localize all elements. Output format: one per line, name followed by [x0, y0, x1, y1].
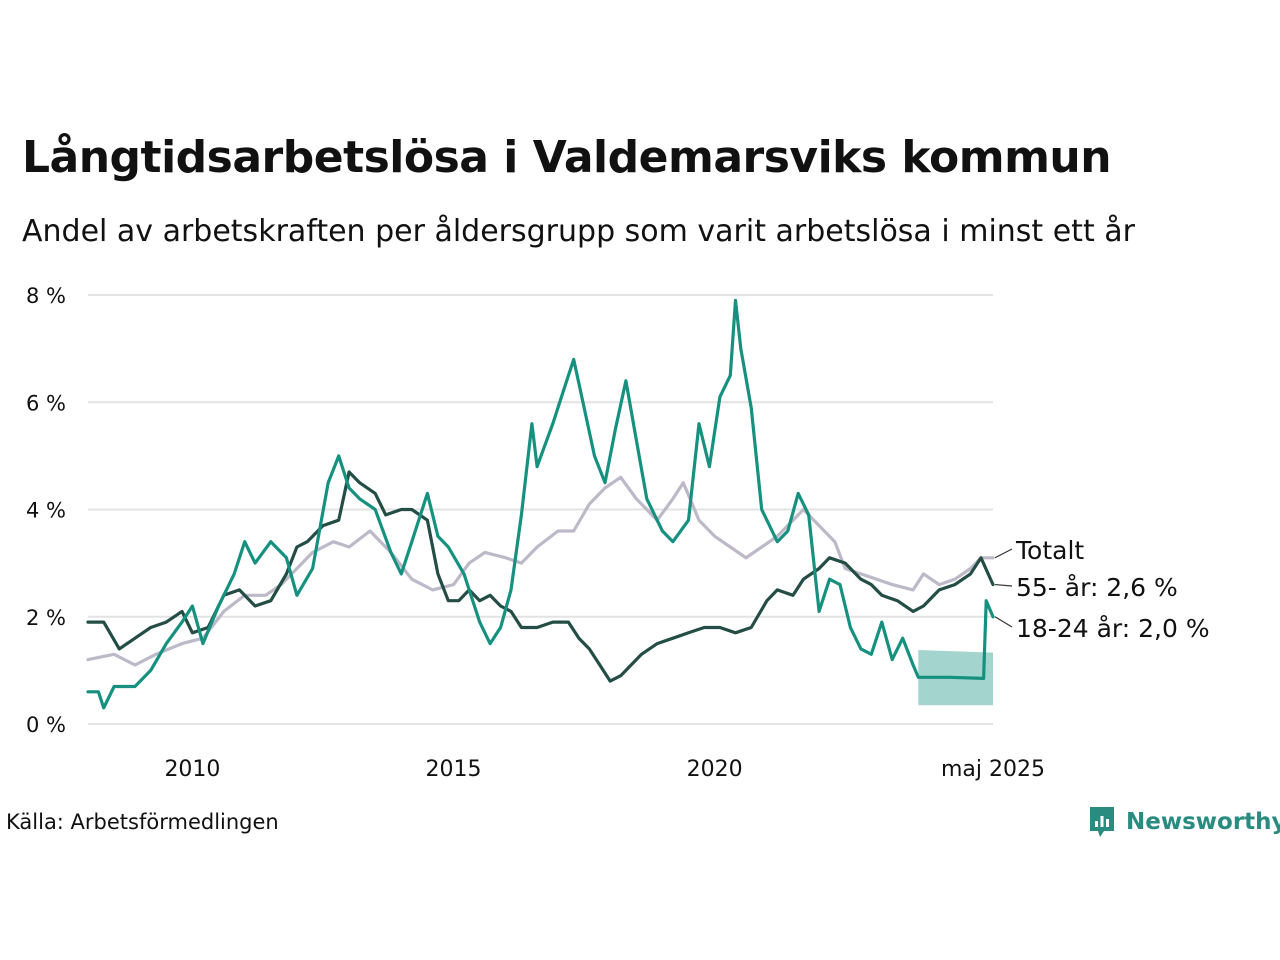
end-label-age1824: 18-24 år: 2,0 % — [1016, 614, 1210, 643]
end-label-age55: 55- år: 2,6 % — [1016, 573, 1178, 602]
leader-line — [994, 616, 1013, 628]
newsworthy-logo-icon — [1090, 807, 1114, 837]
leader-line — [994, 548, 1013, 559]
series-end-labels: Totalt 55- år: 2,6 % 18-24 år: 2,0 % — [994, 536, 1210, 643]
x-tick-label: 2010 — [164, 757, 220, 782]
x-tick-label: 2015 — [426, 757, 482, 782]
x-tick-label: maj 2025 — [941, 757, 1045, 782]
source-note: Källa: Arbetsförmedlingen — [6, 810, 279, 834]
x-axis-ticks: 2010 2015 2020 maj 2025 — [164, 757, 1045, 782]
series-line-totalt — [86, 475, 995, 667]
y-tick-label: 0 % — [26, 713, 66, 737]
y-tick-label: 8 % — [26, 284, 66, 308]
y-tick-label: 2 % — [26, 606, 66, 630]
leader-line — [994, 583, 1013, 587]
series-line-age1824 — [86, 298, 995, 710]
y-tick-label: 6 % — [26, 391, 66, 415]
series-lines — [86, 298, 995, 710]
chart-subtitle: Andel av arbetskraften per åldersgrupp s… — [22, 214, 1135, 249]
y-tick-label: 4 % — [26, 499, 66, 523]
end-label-totalt: Totalt — [1015, 536, 1084, 565]
grid-lines — [88, 294, 993, 725]
chart-title: Långtidsarbetslösa i Valdemarsviks kommu… — [22, 132, 1112, 183]
brand[interactable]: Newsworthy — [1088, 804, 1280, 840]
y-axis-ticks: 0 % 2 % 4 % 6 % 8 % — [26, 284, 66, 737]
x-tick-label: 2020 — [687, 757, 743, 782]
series-line-age55 — [86, 470, 995, 683]
brand-name: Newsworthy — [1126, 809, 1280, 835]
